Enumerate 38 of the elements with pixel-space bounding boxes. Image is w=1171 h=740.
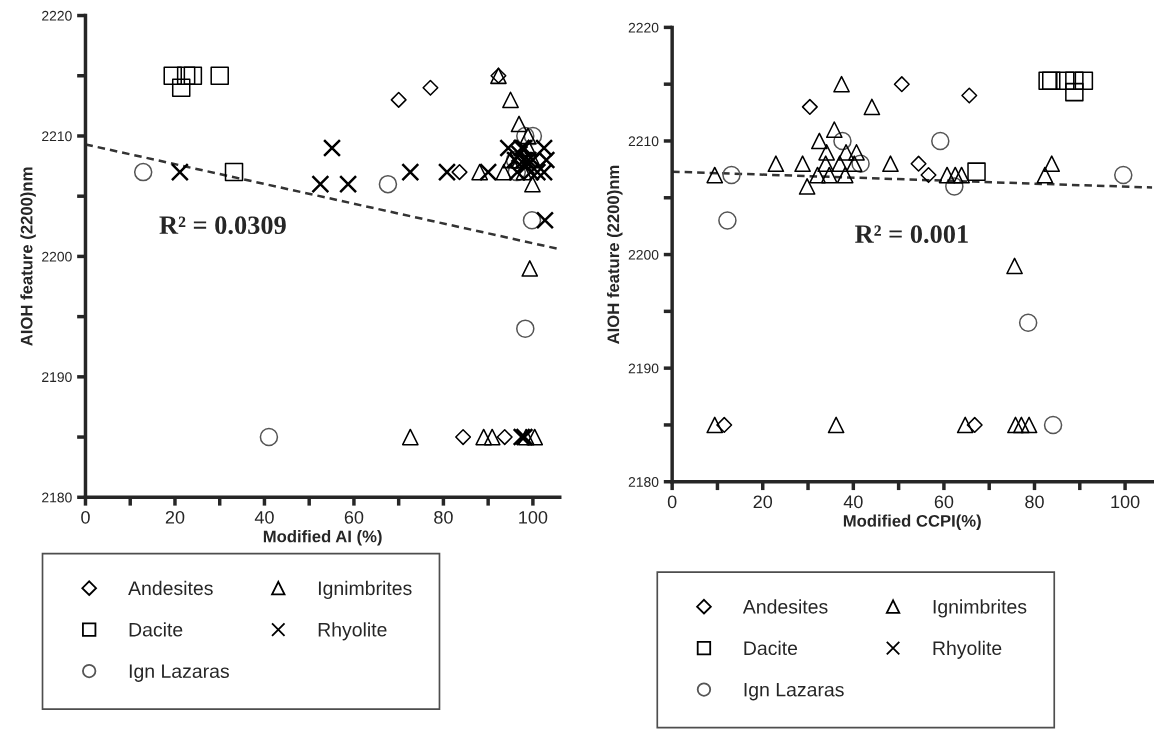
legend-label: Rhyolite [933,640,1002,659]
y-tick-label: 2180 [42,492,72,503]
x-tick-label: 40 [843,495,863,509]
y-tick-label: 2210 [628,136,659,147]
x-tick-label: 80 [1025,495,1044,509]
y-tick-label: 2220 [628,22,659,33]
legend-label: Andesites [742,599,828,614]
legend-label: Dacite [744,640,798,656]
x-tick-label: 100 [519,510,548,524]
y-tick-label: 2190 [628,363,659,374]
x-tick-label: 0 [667,495,677,509]
legend-label: Dacite [129,622,183,637]
y-axis-title: AIOH feature (2200)nm [606,165,623,344]
y-tick-label: 2180 [628,477,659,487]
x-tick-label: 20 [753,495,773,509]
x-axis-title: Modified CCPI(%) [843,514,981,531]
y-tick-label: 2200 [628,249,659,260]
legend-label: Ignimbrites [933,599,1027,618]
legend-label: Rhyolite [318,622,387,641]
y-tick-label: 2190 [42,372,72,383]
x-tick-label: 60 [934,495,954,509]
y-axis-title: AIOH feature (2200)nm [20,167,36,346]
y-tick-label: 2200 [42,251,72,262]
legend-label: Ign Lazaras [744,682,844,701]
x-tick-label: 80 [434,510,453,524]
annotation: R² = 0.0309 [159,216,286,235]
legend-label: Ign Lazaras [129,664,229,682]
x-axis-title: Modified AI (%) [263,530,382,546]
x-tick-label: 20 [165,510,185,524]
annotation: R² = 0.001 [855,225,968,244]
x-tick-label: 100 [1111,495,1140,509]
y-tick-label: 2210 [42,131,72,142]
x-tick-label: 0 [81,510,90,524]
x-tick-label: 40 [254,510,274,524]
y-tick-label: 2220 [42,10,72,21]
legend-label: Andesites [128,580,213,596]
x-tick-label: 60 [344,510,364,524]
legend-label: Ignimbrites [318,580,412,599]
